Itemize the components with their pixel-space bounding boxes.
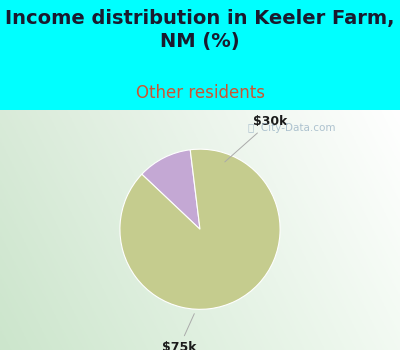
Text: ⓘ  City-Data.com: ⓘ City-Data.com — [248, 123, 336, 133]
Text: Income distribution in Keeler Farm,
NM (%): Income distribution in Keeler Farm, NM (… — [5, 9, 395, 51]
Wedge shape — [120, 149, 280, 309]
Wedge shape — [142, 150, 200, 229]
Text: Other residents: Other residents — [136, 84, 264, 102]
Text: $30k: $30k — [225, 116, 287, 162]
Text: $75k: $75k — [162, 314, 196, 350]
